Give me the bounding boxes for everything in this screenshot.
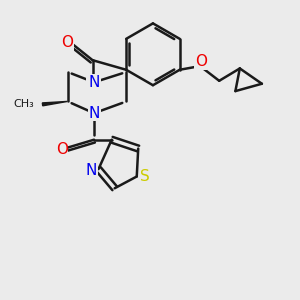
Text: N: N	[85, 163, 97, 178]
Text: O: O	[56, 142, 68, 158]
Text: O: O	[61, 35, 74, 50]
Text: S: S	[140, 169, 150, 184]
Text: CH₃: CH₃	[14, 99, 34, 110]
Polygon shape	[42, 101, 68, 106]
Text: O: O	[195, 54, 207, 69]
Text: N: N	[88, 106, 100, 121]
Text: N: N	[88, 75, 100, 90]
Text: N: N	[87, 75, 98, 90]
